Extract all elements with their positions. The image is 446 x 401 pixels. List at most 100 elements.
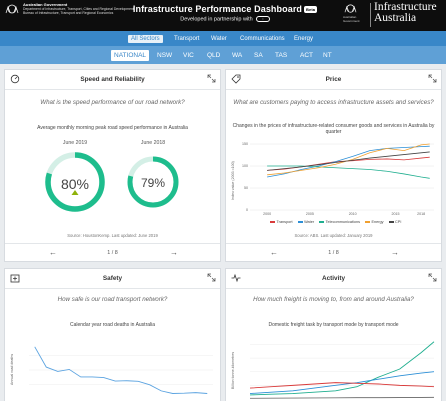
beta-badge: Beta [304, 6, 318, 14]
price-xtick: 2015 [391, 212, 399, 216]
partner-text: Developed in partnership with [180, 16, 253, 23]
prev-arrow-icon[interactable]: ← [270, 248, 278, 257]
activity-chart: Billion tonne-kilometres [231, 341, 435, 399]
activity-panel-header: Activity [226, 269, 441, 289]
gauge-2019-label: June 2019 [62, 140, 88, 146]
speedometer-icon [10, 74, 20, 84]
ia-logo-line-2: Australia [374, 12, 417, 24]
activity-question: How much freight is moving to, from and … [253, 296, 414, 303]
dashboard-title-text: Infrastructure Performance Dashboard [132, 4, 303, 14]
expand-icon[interactable] [428, 74, 437, 83]
speed-chart-title: Average monthly morning peak road speed … [37, 125, 188, 131]
price-tag-icon [231, 74, 241, 84]
state-tab-act[interactable]: ACT [300, 52, 313, 59]
price-series-line [267, 145, 430, 178]
dashboard-title: Infrastructure Performance Dashboard Beta [130, 4, 320, 14]
partner-line: Developed in partnership with ○ [150, 16, 300, 22]
gauge-2019-arc [45, 152, 105, 212]
price-series-line [267, 151, 430, 171]
state-tab-nt[interactable]: NT [323, 52, 332, 59]
price-legend-item[interactable]: Water [297, 220, 314, 224]
gauge-2019-value: 80% [60, 176, 90, 192]
safety-panel-header: Safety [5, 269, 220, 289]
sector-nav: All Sectors Transport Water Communicatio… [0, 31, 446, 46]
price-chart-title: Changes in the prices of infrastructure-… [232, 123, 435, 136]
state-tab-wa[interactable]: WA [232, 52, 243, 59]
price-pager: ← 1 / 8 → [226, 243, 441, 262]
price-series-line [267, 143, 430, 176]
first-aid-icon [10, 274, 20, 283]
speed-page-indicator: 1 / 8 [107, 250, 118, 256]
speed-question: What is the speed performance of our roa… [40, 99, 185, 106]
safety-chart: Annual road deaths [10, 346, 213, 394]
speed-source: Source: HoustonKemp. Last updated: June … [67, 233, 158, 238]
price-xtick: 2010 [349, 212, 357, 216]
state-tab-vic[interactable]: VIC [183, 52, 194, 59]
australian-government-crest-icon [5, 4, 19, 14]
sector-tab-water[interactable]: Water [211, 35, 227, 42]
price-xtick: 2018 [417, 212, 425, 216]
ia-logo-line-1: Infrastructure [374, 1, 437, 13]
expand-icon[interactable] [207, 74, 216, 83]
prev-arrow-icon[interactable]: ← [49, 248, 57, 257]
activity-panel-title: Activity [321, 275, 346, 282]
legend-label: Transport [276, 220, 293, 224]
ia-crest-icon [344, 4, 357, 13]
activity-series-line [249, 382, 435, 389]
state-tab-sa[interactable]: SA [254, 52, 263, 59]
price-legend-item[interactable]: Telecommunications [319, 220, 360, 224]
gauge-2018 [127, 156, 179, 208]
price-page-indicator: 1 / 8 [328, 250, 339, 256]
price-panel: Price What are customers paying to acces… [225, 69, 442, 262]
pulse-icon [231, 273, 241, 283]
state-tab-nsw[interactable]: NSW [157, 52, 173, 59]
gauge-2018-arc [127, 156, 179, 208]
legend-swatch [365, 221, 371, 223]
speed-panel-header: Speed and Reliability [5, 70, 220, 90]
safety-chart-title: Calendar year road deaths in Australia [69, 322, 156, 328]
sector-tab-communications[interactable]: Communications [240, 35, 285, 42]
ia-gov-text: Australian Government [343, 15, 360, 23]
gov-line-1: Australian Government [23, 2, 68, 7]
sector-tab-all[interactable]: All Sectors [128, 34, 163, 43]
price-panel-header: Price [226, 70, 441, 90]
state-tab-qld[interactable]: QLD [207, 52, 221, 59]
header-divider [370, 3, 371, 27]
price-source: Source: ABS. Last updated: January 2019 [294, 233, 373, 238]
price-series-line [267, 165, 430, 179]
department-branding: Australian Government Department of Infr… [23, 2, 143, 16]
state-tab-national[interactable]: NATIONAL [111, 50, 150, 61]
speed-panel: Speed and Reliability What is the speed … [4, 69, 221, 262]
app-header: Australian Government Department of Infr… [0, 0, 446, 31]
price-legend-item[interactable]: Energy [365, 220, 384, 224]
safety-ylabel: Annual road deaths [10, 354, 14, 385]
state-nav: NATIONAL NSW VIC QLD WA SA TAS ACT NT [0, 46, 446, 64]
price-legend-item[interactable]: CPI [388, 220, 401, 224]
legend-swatch [388, 221, 394, 223]
price-ytick: 100 [242, 164, 248, 168]
next-arrow-icon[interactable]: → [170, 248, 178, 257]
legend-label: Energy [371, 220, 384, 224]
up-triangle-icon [71, 190, 79, 195]
price-xtick: 2005 [306, 212, 314, 216]
infrastructure-australia-logo[interactable]: Infrastructure Australia [374, 1, 437, 24]
next-arrow-icon[interactable]: → [391, 248, 399, 257]
expand-icon[interactable] [207, 273, 216, 282]
activity-series-line [249, 396, 435, 399]
activity-series-line [249, 371, 435, 394]
price-question: What are customers paying to access infr… [233, 99, 434, 106]
price-legend-item[interactable]: Transport [270, 220, 293, 224]
sector-tab-transport[interactable]: Transport [174, 35, 200, 42]
speed-pager: ← 1 / 8 → [5, 243, 220, 262]
legend-swatch [270, 221, 275, 223]
state-tab-tas[interactable]: TAS [275, 52, 288, 59]
price-ytick: 150 [242, 142, 248, 146]
activity-chart-title: Domestic freight task by transport mode … [268, 322, 399, 328]
price-xtick: 2000 [263, 212, 271, 216]
legend-swatch [297, 221, 303, 223]
price-ytick: 0 [246, 208, 248, 212]
expand-icon[interactable] [428, 273, 437, 282]
sector-tab-energy[interactable]: Energy [294, 35, 314, 42]
legend-label: Telecommunications [325, 220, 361, 224]
safety-panel: Safety How safe is our road transport ne… [4, 268, 221, 401]
